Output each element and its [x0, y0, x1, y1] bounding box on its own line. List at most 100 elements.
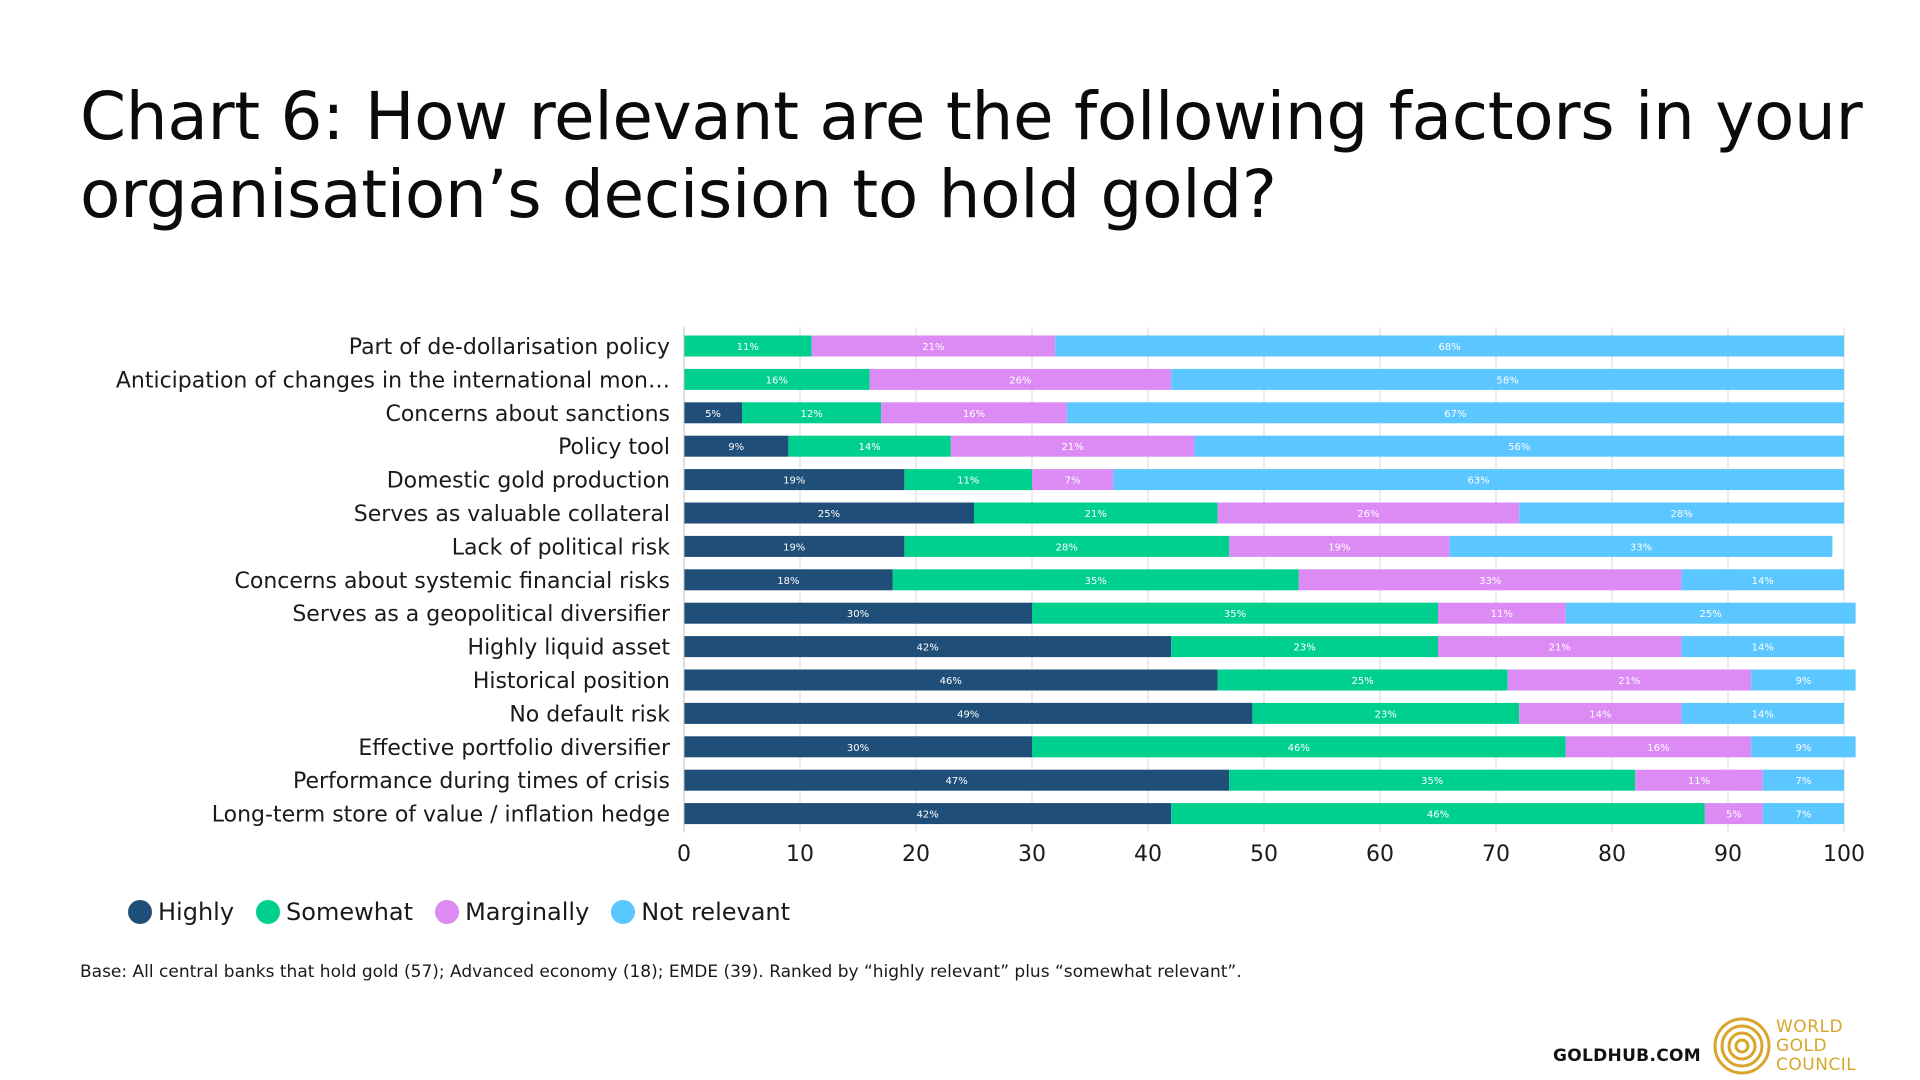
bar-segment	[1681, 636, 1844, 658]
bar-segment	[1055, 335, 1844, 357]
category-label: Part of de-dollarisation policy	[349, 335, 670, 360]
data-label: 14%	[858, 442, 880, 453]
data-label: 68%	[1438, 342, 1460, 353]
chart-title-line-1: Chart 6: How relevant are the following …	[80, 78, 1863, 155]
bar-segment	[1762, 803, 1844, 825]
bar-segment	[1217, 669, 1508, 691]
legend-swatch-icon	[256, 900, 281, 924]
category-label: Domestic gold production	[387, 469, 670, 494]
data-label: 49%	[957, 709, 979, 720]
x-tick-label: 10	[786, 842, 814, 867]
category-label: Policy tool	[558, 435, 670, 460]
data-label: 25%	[1699, 609, 1721, 620]
bar-segment	[1438, 602, 1566, 624]
bar-segment	[1565, 736, 1752, 758]
bar-segment	[1229, 769, 1636, 791]
data-label: 12%	[800, 409, 822, 420]
bar-segment	[684, 502, 974, 524]
data-label: 35%	[1421, 776, 1443, 787]
bar-segment	[1565, 602, 1856, 624]
data-label: 47%	[945, 776, 967, 787]
data-label: 19%	[783, 542, 805, 553]
data-label: 33%	[1479, 576, 1501, 587]
bar-segment	[684, 569, 893, 591]
bar-segment	[684, 736, 1032, 758]
bar-segment	[1252, 702, 1520, 724]
category-label: Concerns about sanctions	[385, 402, 670, 427]
logo-word-1: WORLD	[1776, 1017, 1844, 1037]
x-tick-label: 90	[1714, 842, 1742, 867]
data-label: 9%	[728, 442, 744, 453]
chart-title: Chart 6: How relevant are the following …	[80, 78, 1863, 234]
legend-item: Highly	[128, 898, 234, 926]
data-label: 11%	[1491, 609, 1513, 620]
bar-segment	[892, 569, 1299, 591]
category-label: Historical position	[473, 669, 670, 694]
stacked-bar-chart: 0 10 20 30 40 50 60 70 80 90 100 Part of de-dollari…	[116, 327, 1865, 867]
bar-segment	[869, 368, 1172, 390]
goldhub-link[interactable]: GOLDHUB.COM	[1553, 1046, 1701, 1066]
data-label: 14%	[1752, 576, 1774, 587]
data-label: 25%	[818, 509, 840, 520]
data-label: 5%	[705, 409, 721, 420]
data-label: 33%	[1630, 542, 1652, 553]
legend-swatch-icon	[611, 900, 636, 924]
data-label: 46%	[940, 676, 962, 687]
chart-title-line-2: organisation’s decision to hold gold?	[80, 156, 1277, 233]
x-tick-label: 20	[902, 842, 930, 867]
data-label: 26%	[1009, 375, 1031, 386]
bar-segment	[684, 669, 1218, 691]
data-label: 23%	[1375, 709, 1397, 720]
data-label: 5%	[1726, 810, 1742, 821]
bar-segment	[1032, 469, 1114, 491]
bar-segment	[950, 435, 1195, 457]
data-label: 11%	[737, 342, 759, 353]
bar-segment	[1762, 769, 1844, 791]
data-label: 23%	[1293, 643, 1315, 654]
data-label: 30%	[847, 609, 869, 620]
data-label: 35%	[1085, 576, 1107, 587]
bar-segment	[1171, 636, 1438, 658]
bar-segment	[881, 402, 1067, 424]
data-label: 9%	[1795, 743, 1811, 754]
data-label: 21%	[1061, 442, 1083, 453]
bar-segment	[974, 502, 1218, 524]
bar-segment	[1113, 469, 1844, 491]
bar-segment	[684, 602, 1032, 624]
bar-segment	[1519, 502, 1844, 524]
category-label: Serves as a geopolitical diversifier	[292, 602, 671, 627]
legend-swatch-icon	[435, 900, 460, 924]
data-label: 42%	[916, 810, 938, 821]
bar-segment	[1507, 669, 1752, 691]
data-label: 21%	[1618, 676, 1640, 687]
logo-word-3: COUNCIL	[1776, 1055, 1857, 1075]
logo-wordmark: WORLD GOLD COUNCIL	[1776, 1018, 1856, 1075]
bar-segment	[1681, 702, 1844, 724]
legend-item: Not relevant	[611, 898, 790, 926]
data-label: 42%	[916, 643, 938, 654]
bar-segment	[1438, 636, 1682, 658]
x-tick-label: 30	[1018, 842, 1046, 867]
bar-segment	[684, 335, 812, 357]
bar-segment	[1751, 669, 1856, 691]
x-tick-label: 70	[1482, 842, 1510, 867]
legend-label: Somewhat	[286, 898, 414, 926]
bar-segment	[1704, 803, 1763, 825]
x-tick-label: 40	[1134, 842, 1162, 867]
data-label: 35%	[1224, 609, 1246, 620]
data-label: 14%	[1752, 643, 1774, 654]
bar-segment	[1751, 736, 1856, 758]
data-label: 46%	[1427, 810, 1449, 821]
category-label: Performance during times of crisis	[293, 769, 670, 794]
data-label: 58%	[1496, 375, 1518, 386]
bar-segment	[684, 402, 742, 424]
bar-segment	[1635, 769, 1763, 791]
data-label: 7%	[1065, 476, 1081, 487]
data-label: 9%	[1795, 676, 1811, 687]
x-tick-label: 60	[1366, 842, 1394, 867]
data-label: 19%	[1328, 542, 1350, 553]
category-label: Lack of political risk	[452, 535, 670, 560]
bar-segment	[684, 469, 905, 491]
legend-item: Somewhat	[256, 898, 413, 926]
world-gold-council-logo-icon	[1713, 1017, 1771, 1075]
